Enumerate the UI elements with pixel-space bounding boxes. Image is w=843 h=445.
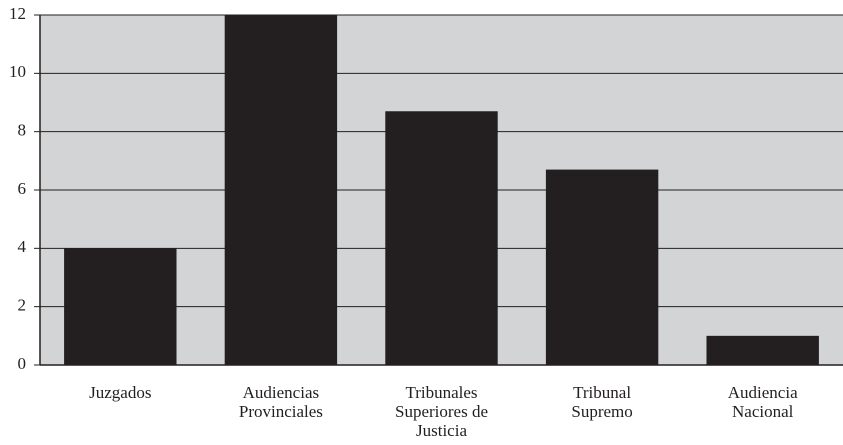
bar xyxy=(64,248,177,365)
y-tick-label: 8 xyxy=(18,121,27,140)
y-tick-label: 2 xyxy=(18,296,27,315)
y-tick-label: 4 xyxy=(18,237,27,256)
x-tick-label: Tribunales Superiores de Justicia xyxy=(394,383,488,440)
y-tick-label: 12 xyxy=(9,4,26,23)
x-tick-label: Audiencia Nacional xyxy=(727,383,798,421)
bar xyxy=(545,169,659,365)
x-tick-label: Tribunal Supremo xyxy=(571,383,633,421)
y-tick-label: 10 xyxy=(9,62,26,81)
bar xyxy=(706,335,819,365)
y-tick-label: 0 xyxy=(18,354,27,373)
bar xyxy=(224,15,338,365)
x-tick-label: Juzgados xyxy=(89,383,152,402)
bar xyxy=(385,111,498,365)
y-tick-label: 6 xyxy=(18,179,27,198)
x-tick-label: Audiencias Provinciales xyxy=(238,383,323,421)
